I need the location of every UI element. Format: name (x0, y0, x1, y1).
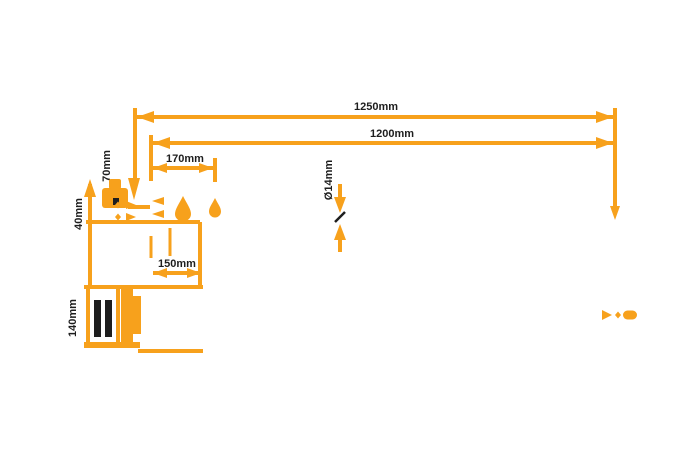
pullout-direction-arrow-icon (602, 310, 612, 320)
right-arrowhead-icon (596, 137, 613, 149)
left-arrowhead-icon (153, 137, 170, 149)
left-arrowhead-icon (153, 268, 167, 278)
body-through-wall-inner (133, 296, 141, 334)
down-arrowhead-icon (334, 197, 346, 213)
faucet-body-detail (113, 198, 119, 205)
left-arrowhead-icon (153, 163, 167, 173)
diamond-marker-icon (615, 311, 621, 319)
right-arrowhead-icon (596, 111, 613, 123)
dimension-top: 1250mm (128, 101, 620, 220)
diamond-marker-icon (115, 201, 121, 209)
dimension-label-top: 1250mm (354, 101, 398, 113)
up-arrowhead-icon (84, 179, 96, 197)
left-arrowhead-icon (152, 197, 164, 205)
hose-end-capsule-icon (623, 310, 637, 320)
wall-hatch (94, 300, 101, 337)
hose-end-icon-group (602, 310, 637, 320)
right-arrowhead-icon (187, 268, 201, 278)
dimension-second: 1200mm (149, 128, 613, 258)
left-arrowhead-icon (152, 210, 164, 218)
right-arrowhead-icon (126, 201, 136, 209)
dimension-label-left-upper: 70mm (101, 150, 113, 182)
water-drop-icon-small (209, 198, 222, 218)
right-arrowhead-icon (199, 163, 213, 173)
wall-mount-section: 140mm (67, 285, 203, 353)
diamond-marker-icon (115, 213, 121, 221)
fixture-body-group (86, 179, 202, 288)
dimension-label-lower: 150mm (158, 258, 196, 270)
right-arrowhead-icon (126, 213, 136, 221)
dimension-left-vertical: 40mm (73, 179, 96, 287)
dimension-label-short: 170mm (166, 153, 204, 165)
dimension-lower: 150mm (153, 258, 201, 278)
water-drop-icon (175, 196, 191, 222)
up-arrowhead-icon (334, 224, 346, 240)
body-through-wall (121, 288, 133, 343)
wall-hatch (105, 300, 112, 337)
dimension-short: 170mm (153, 153, 217, 182)
dimension-slash-tick (334, 211, 346, 223)
left-arrowhead-icon (137, 111, 154, 123)
down-arrowhead-icon (128, 178, 140, 200)
dimension-label-left-mid: 40mm (73, 198, 85, 230)
dimension-label-left-bottom: 140mm (67, 299, 79, 337)
dimension-label-second: 1200mm (370, 128, 414, 140)
dimension-middle-diameter: Ø14mm (323, 160, 346, 252)
down-arrowhead-icon (610, 206, 620, 220)
dimension-label-middle-diameter: Ø14mm (323, 160, 335, 201)
faucet-handle (109, 179, 121, 189)
